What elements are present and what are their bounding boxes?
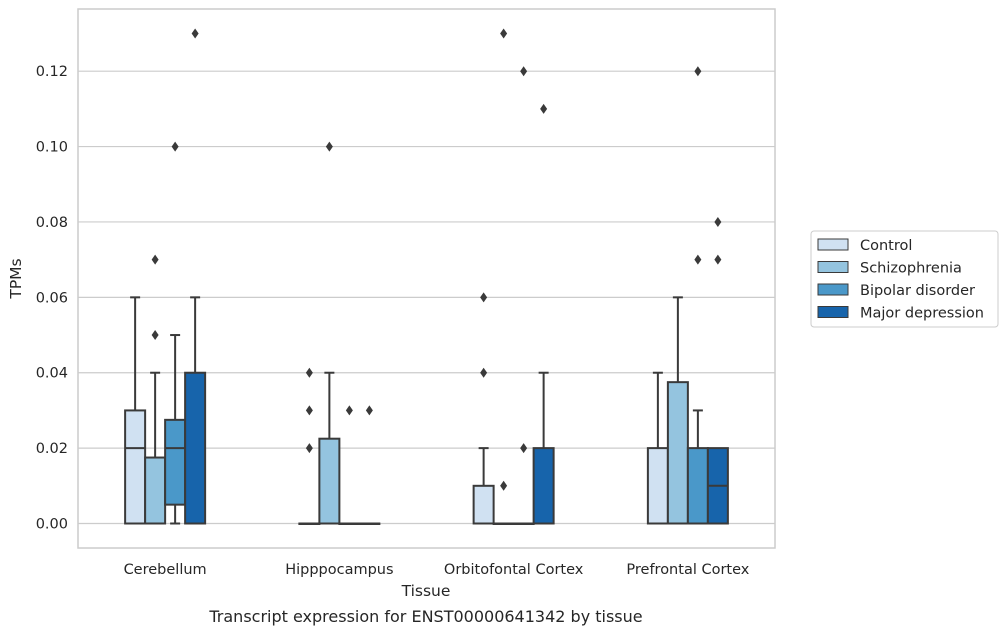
y-tick-label: 0.10 <box>36 140 68 156</box>
box <box>124 296 147 525</box>
x-tick-label: Hipppocampus <box>285 562 393 578</box>
box-rect <box>164 418 187 506</box>
outlier-point <box>520 66 528 77</box>
box-rect <box>666 381 689 525</box>
y-tick-label: 0.02 <box>36 441 68 457</box>
figure-caption: Transcript expression for ENST0000064134… <box>208 607 642 626</box>
box <box>686 66 709 525</box>
box-rect <box>184 371 207 525</box>
x-axis-label: Tissue <box>401 582 451 600</box>
series-group <box>144 28 689 525</box>
box <box>492 28 515 525</box>
outlier-point <box>305 367 313 378</box>
box <box>298 367 321 525</box>
outlier-point <box>305 405 313 416</box>
legend-swatch <box>817 238 849 251</box>
box <box>472 292 495 525</box>
box <box>144 254 167 525</box>
outlier-point <box>365 405 373 416</box>
box <box>666 296 689 525</box>
outlier-point <box>694 254 702 265</box>
x-tick-label: Orbitofontal Cortex <box>444 562 584 578</box>
box <box>532 103 555 525</box>
x-tick-label: Prefrontal Cortex <box>626 562 749 578</box>
y-axis-label: TPMs <box>7 258 25 299</box>
series-group <box>184 28 729 525</box>
legend-frame <box>810 230 999 328</box>
outlier-point <box>171 141 179 152</box>
legend-label: Control <box>860 238 912 254</box>
outlier-point <box>151 254 159 265</box>
outlier-point <box>191 28 199 39</box>
outlier-point <box>540 103 548 114</box>
box-rect <box>532 447 555 525</box>
box-rect <box>144 456 167 525</box>
box <box>706 216 729 525</box>
legend-swatch <box>817 261 849 273</box>
y-tick-label: 0.00 <box>36 517 68 533</box>
box <box>184 28 207 525</box>
outlier-point <box>345 405 353 416</box>
outlier-point <box>714 254 722 265</box>
legend-label: Major depression <box>860 306 984 322</box>
y-tick-label: 0.04 <box>36 366 68 382</box>
series-group <box>164 66 709 525</box>
legend-swatch <box>817 283 849 296</box>
box <box>338 405 361 525</box>
outlier-point <box>480 367 488 378</box>
series-group <box>124 292 669 525</box>
y-tick-label: 0.06 <box>36 290 68 306</box>
outlier-point <box>325 141 333 152</box>
legend-label: Bipolar disorder <box>860 283 975 299</box>
outlier-point <box>520 443 528 454</box>
box-rect <box>318 437 341 525</box>
box <box>164 141 187 525</box>
box-rect <box>646 447 669 525</box>
outlier-point <box>500 28 508 39</box>
box-rect <box>124 409 147 525</box>
outlier-point <box>480 292 488 303</box>
box <box>318 141 341 525</box>
box-rect <box>686 447 709 525</box>
legend: Control Schizophrenia Bipolar disorder Majo… <box>810 230 999 328</box>
legend-label: Schizophrenia <box>860 261 962 277</box>
outlier-point <box>694 66 702 77</box>
box-plot-series <box>124 28 729 525</box>
outlier-point <box>151 330 159 341</box>
y-tick-label: 0.12 <box>36 64 68 80</box>
box-rect <box>472 484 495 525</box>
box <box>358 405 381 525</box>
outlier-point <box>714 216 722 227</box>
outlier-point <box>305 443 313 454</box>
y-axis-ticks: 0.00 0.02 0.04 0.06 0.08 0.10 0.12 <box>36 64 68 532</box>
legend-swatch <box>817 306 849 318</box>
plot-frame <box>77 8 776 549</box>
y-tick-label: 0.08 <box>36 215 68 231</box>
x-tick-label: Cerebellum <box>124 562 207 578</box>
box <box>512 66 535 525</box>
x-axis-ticks: Cerebellum Hipppocampus Orbitofontal Corte… <box>124 562 750 578</box>
outlier-point <box>500 480 508 491</box>
box <box>646 371 669 525</box>
